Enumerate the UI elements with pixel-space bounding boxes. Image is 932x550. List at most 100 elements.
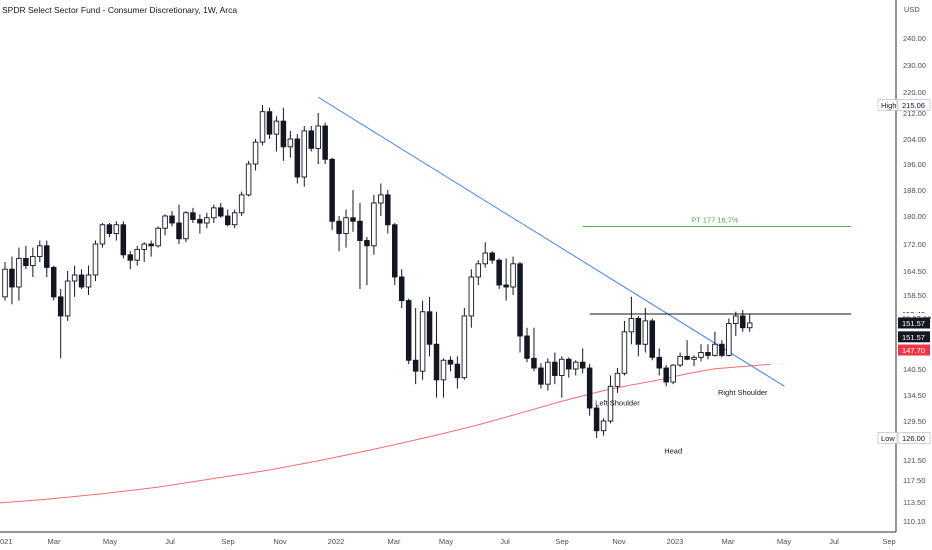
candle[interactable]: [204, 212, 210, 229]
candle[interactable]: [712, 331, 718, 357]
candle[interactable]: [746, 314, 753, 332]
candle[interactable]: [405, 298, 412, 365]
candle[interactable]: [433, 311, 440, 398]
candle[interactable]: [343, 209, 349, 248]
candle[interactable]: [78, 269, 85, 289]
candle[interactable]: [586, 364, 593, 416]
candle[interactable]: [398, 269, 405, 309]
candle[interactable]: [30, 247, 36, 277]
candle[interactable]: [231, 209, 238, 229]
candle[interactable]: [183, 211, 189, 243]
candle[interactable]: [482, 242, 488, 268]
candle[interactable]: [545, 358, 551, 391]
candle[interactable]: [663, 365, 669, 387]
candle[interactable]: [371, 194, 377, 255]
candle[interactable]: [155, 226, 161, 248]
candle[interactable]: [308, 126, 314, 152]
candle[interactable]: [148, 240, 154, 257]
trendline[interactable]: [317, 96, 785, 387]
candle[interactable]: [489, 251, 495, 264]
candle[interactable]: [531, 327, 537, 372]
candle[interactable]: [614, 368, 621, 393]
candle[interactable]: [350, 190, 356, 232]
candle[interactable]: [113, 221, 120, 241]
candle[interactable]: [336, 216, 342, 252]
candle[interactable]: [510, 256, 516, 295]
candle[interactable]: [496, 258, 502, 289]
candle[interactable]: [392, 223, 398, 285]
candle[interactable]: [426, 296, 433, 357]
candle[interactable]: [740, 309, 746, 332]
candle[interactable]: [64, 271, 71, 321]
candle[interactable]: [245, 160, 252, 197]
candle[interactable]: [461, 308, 468, 380]
candle[interactable]: [294, 134, 301, 184]
candle[interactable]: [593, 405, 600, 438]
candle[interactable]: [92, 240, 99, 282]
candle[interactable]: [552, 352, 558, 385]
candle[interactable]: [120, 221, 127, 259]
candle[interactable]: [197, 214, 203, 234]
candle[interactable]: [517, 262, 523, 353]
candle[interactable]: [566, 357, 572, 378]
candle[interactable]: [252, 139, 259, 171]
candle[interactable]: [607, 375, 614, 424]
candle[interactable]: [733, 311, 739, 336]
candle[interactable]: [23, 245, 29, 270]
candle[interactable]: [579, 348, 586, 374]
candle[interactable]: [454, 356, 461, 389]
candle[interactable]: [266, 107, 273, 139]
candle[interactable]: [621, 320, 628, 376]
candle[interactable]: [106, 223, 113, 237]
candle[interactable]: [419, 300, 426, 380]
candle[interactable]: [127, 251, 134, 270]
candle[interactable]: [224, 209, 231, 227]
candle[interactable]: [538, 363, 544, 389]
candle[interactable]: [9, 256, 15, 305]
candle[interactable]: [726, 318, 732, 357]
candle[interactable]: [670, 364, 676, 385]
candle[interactable]: [656, 348, 662, 376]
candle[interactable]: [85, 265, 92, 295]
candle[interactable]: [572, 360, 579, 376]
candle[interactable]: [468, 269, 475, 328]
candle[interactable]: [698, 344, 704, 362]
candle[interactable]: [162, 214, 168, 236]
candle[interactable]: [447, 356, 454, 372]
candle[interactable]: [412, 308, 419, 385]
candle[interactable]: [329, 157, 335, 230]
candle[interactable]: [628, 296, 635, 345]
candle[interactable]: [440, 358, 447, 398]
candle[interactable]: [169, 211, 175, 227]
candle[interactable]: [99, 223, 106, 248]
candle[interactable]: [141, 242, 147, 262]
candle[interactable]: [190, 207, 196, 223]
candle[interactable]: [71, 265, 78, 297]
candle[interactable]: [677, 352, 683, 368]
candle[interactable]: [559, 356, 565, 398]
candle[interactable]: [211, 204, 217, 223]
candle[interactable]: [57, 289, 64, 359]
candle[interactable]: [134, 245, 140, 266]
candle[interactable]: [357, 203, 363, 289]
candle[interactable]: [684, 340, 690, 361]
candle[interactable]: [635, 315, 642, 357]
candle[interactable]: [287, 130, 294, 158]
candle[interactable]: [44, 240, 50, 278]
candle[interactable]: [259, 104, 266, 146]
candle[interactable]: [273, 116, 280, 152]
candle[interactable]: [37, 240, 43, 263]
candle[interactable]: [280, 107, 287, 161]
candle[interactable]: [301, 126, 308, 187]
candle[interactable]: [524, 327, 530, 363]
candle[interactable]: [719, 340, 725, 358]
candle[interactable]: [705, 344, 711, 360]
candle[interactable]: [315, 113, 321, 164]
candle[interactable]: [176, 204, 182, 244]
candle[interactable]: [364, 237, 370, 285]
candle[interactable]: [218, 203, 224, 218]
candle[interactable]: [385, 190, 391, 234]
candle[interactable]: [642, 308, 649, 353]
candle[interactable]: [16, 247, 22, 301]
